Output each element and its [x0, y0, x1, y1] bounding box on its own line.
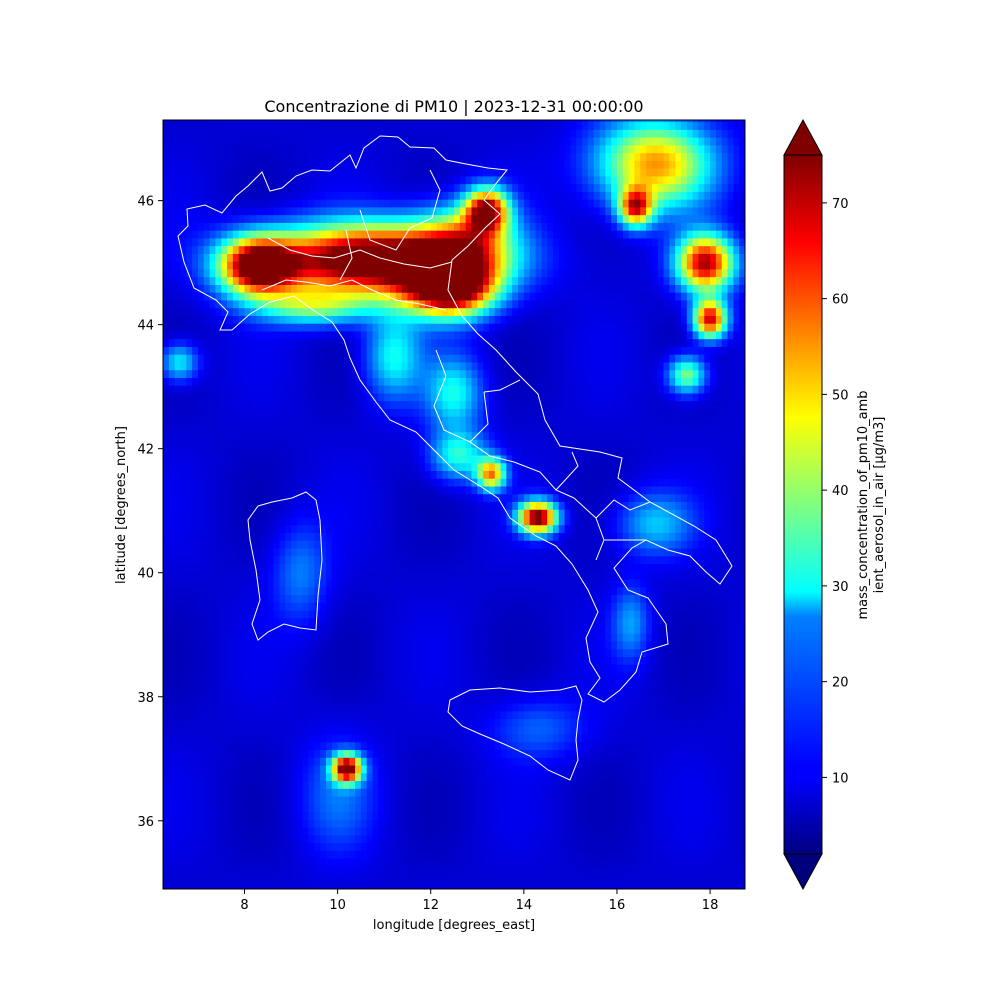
y-tick-label: 42	[137, 443, 154, 458]
y-tick-label: 38	[137, 691, 154, 706]
colorbar-tick-label: 70	[832, 197, 849, 212]
x-tick-label: 16	[609, 898, 626, 913]
chart-title: Concentrazione di PM10 | 2023-12-31 00:0…	[264, 97, 643, 116]
colorbar-tick-label: 20	[832, 676, 849, 691]
y-tick-label: 36	[137, 815, 154, 830]
x-tick-label: 18	[702, 898, 719, 913]
pm10-heatmap	[163, 114, 746, 890]
x-axis-label: longitude [degrees_east]	[373, 918, 535, 933]
colorbar: 10 20 30 40 50 60 70 mass_concentration_of_pm1…	[784, 120, 887, 889]
colorbar-tick-label: 30	[832, 580, 849, 595]
colorbar-extend-top	[784, 120, 822, 155]
y-axis: 36 38 40 42 44 46	[137, 195, 163, 830]
x-tick-label: 12	[422, 898, 439, 913]
colorbar-label-line-1: mass_concentration_of_pm10_amb	[856, 390, 871, 619]
x-axis: 8 10 12 14 16 18	[240, 889, 718, 913]
colorbar-tick-label: 40	[832, 484, 849, 499]
colorbar-label-line-2: ient_aerosol_in_air [µg/m3]	[872, 417, 887, 594]
x-tick-label: 10	[329, 898, 346, 913]
x-tick-label: 8	[240, 898, 248, 913]
colorbar-extend-bottom	[784, 854, 822, 889]
colorbar-tick-label: 50	[832, 388, 849, 403]
colorbar-ticks: 10 20 30 40 50 60 70	[822, 197, 849, 787]
y-tick-label: 44	[137, 319, 154, 334]
x-tick-label: 14	[516, 898, 533, 913]
colorbar-tick-label: 60	[832, 293, 849, 308]
y-tick-label: 46	[137, 195, 154, 210]
y-axis-label: latitude [degrees_north]	[114, 426, 129, 584]
y-tick-label: 40	[137, 567, 154, 582]
colorbar-tick-label: 10	[832, 771, 849, 786]
colorbar-body	[784, 155, 822, 854]
